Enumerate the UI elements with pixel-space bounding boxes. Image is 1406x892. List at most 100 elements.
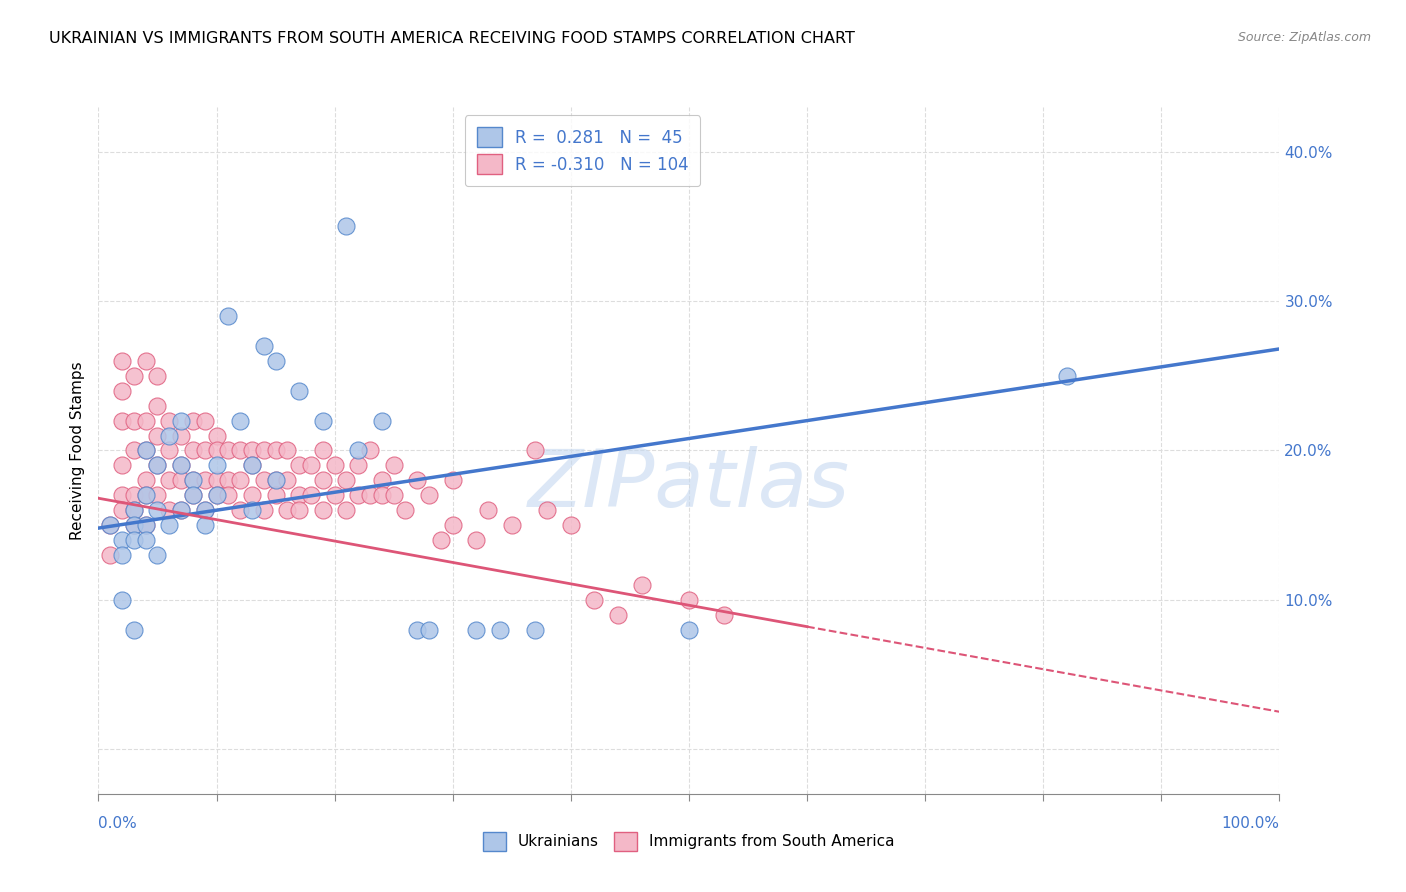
Point (135, 533, 157, 547)
Point (382, 458, 405, 473)
Point (536, 503, 558, 517)
Point (181, 473, 204, 487)
Point (122, 414, 145, 428)
Point (157, 503, 180, 517)
Point (276, 443, 298, 458)
Point (217, 443, 239, 458)
Point (524, 623, 547, 637)
Point (98, 548, 121, 562)
Point (170, 473, 193, 487)
Point (560, 518, 582, 533)
Point (135, 518, 157, 533)
Point (170, 428, 193, 442)
Point (181, 488, 204, 502)
Point (253, 503, 276, 517)
Point (678, 592, 700, 607)
Point (111, 414, 134, 428)
Point (205, 488, 228, 502)
Point (111, 384, 134, 398)
Point (477, 503, 499, 517)
Point (98, 518, 121, 533)
Point (205, 473, 228, 487)
Point (240, 488, 263, 502)
Point (359, 443, 381, 458)
Point (264, 473, 287, 487)
Text: 0.0%: 0.0% (98, 816, 138, 831)
Point (194, 443, 217, 458)
Point (371, 488, 394, 502)
Point (194, 473, 217, 487)
Point (713, 607, 735, 622)
Point (264, 354, 287, 368)
Point (205, 428, 228, 442)
Point (111, 354, 134, 368)
Point (240, 443, 263, 458)
Point (170, 503, 193, 517)
Point (406, 473, 429, 487)
Point (170, 458, 193, 473)
Point (607, 607, 630, 622)
Point (264, 443, 287, 458)
Y-axis label: Receiving Food Stamps: Receiving Food Stamps (69, 361, 84, 540)
Point (359, 488, 381, 502)
Point (430, 533, 453, 547)
Point (217, 473, 239, 487)
Point (111, 503, 134, 517)
Point (229, 503, 252, 517)
Point (157, 428, 180, 442)
Point (135, 443, 157, 458)
Point (122, 518, 145, 533)
Point (157, 414, 180, 428)
Point (170, 458, 193, 473)
Point (441, 518, 464, 533)
Point (135, 443, 157, 458)
Point (524, 443, 547, 458)
Point (323, 458, 346, 473)
Point (146, 548, 169, 562)
Point (418, 488, 440, 502)
Point (194, 503, 217, 517)
Point (299, 488, 322, 502)
Point (276, 473, 298, 487)
Point (194, 518, 217, 533)
Point (135, 473, 157, 487)
Point (382, 488, 405, 502)
Point (217, 309, 239, 323)
Point (583, 592, 606, 607)
Point (205, 458, 228, 473)
Point (630, 578, 652, 592)
Text: Source: ZipAtlas.com: Source: ZipAtlas.com (1237, 31, 1371, 45)
Point (135, 414, 157, 428)
Point (146, 399, 169, 413)
Point (181, 414, 204, 428)
Point (229, 414, 252, 428)
Point (406, 623, 429, 637)
Point (122, 533, 145, 547)
Point (299, 458, 322, 473)
Point (157, 518, 180, 533)
Point (205, 488, 228, 502)
Point (347, 488, 370, 502)
Point (217, 488, 239, 502)
Point (194, 503, 217, 517)
Point (335, 503, 357, 517)
Text: UKRAINIAN VS IMMIGRANTS FROM SOUTH AMERICA RECEIVING FOOD STAMPS CORRELATION CHA: UKRAINIAN VS IMMIGRANTS FROM SOUTH AMERI… (49, 31, 855, 46)
Point (157, 473, 180, 487)
Point (418, 623, 440, 637)
Point (253, 443, 276, 458)
Point (312, 443, 335, 458)
Point (122, 443, 145, 458)
Legend: Ukrainians, Immigrants from South America: Ukrainians, Immigrants from South Americ… (475, 824, 903, 858)
Point (122, 518, 145, 533)
Point (347, 443, 370, 458)
Point (229, 443, 252, 458)
Point (111, 592, 134, 607)
Point (146, 368, 169, 383)
Point (111, 533, 134, 547)
Point (111, 458, 134, 473)
Point (170, 414, 193, 428)
Point (288, 384, 311, 398)
Point (465, 533, 488, 547)
Point (264, 473, 287, 487)
Point (146, 458, 169, 473)
